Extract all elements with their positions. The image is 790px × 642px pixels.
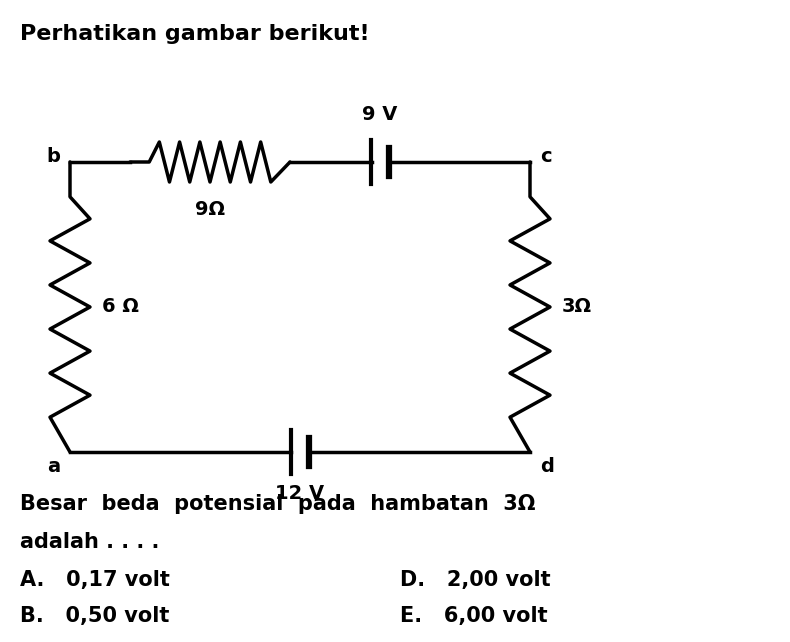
Text: 3Ω: 3Ω xyxy=(562,297,592,317)
Text: E.   6,00 volt: E. 6,00 volt xyxy=(400,606,547,626)
Text: D.   2,00 volt: D. 2,00 volt xyxy=(400,570,551,590)
Text: d: d xyxy=(540,457,554,476)
Text: 9 V: 9 V xyxy=(363,105,397,124)
Text: a: a xyxy=(47,457,60,476)
Text: 6 Ω: 6 Ω xyxy=(102,297,139,317)
Text: c: c xyxy=(540,148,551,166)
Text: B.   0,50 volt: B. 0,50 volt xyxy=(20,606,169,626)
Text: A.   0,17 volt: A. 0,17 volt xyxy=(20,570,170,590)
Text: 9Ω: 9Ω xyxy=(195,200,225,219)
Text: Besar  beda  potensial  pada  hambatan  3Ω: Besar beda potensial pada hambatan 3Ω xyxy=(20,494,536,514)
Text: Perhatikan gambar berikut!: Perhatikan gambar berikut! xyxy=(20,24,370,44)
Text: b: b xyxy=(46,148,60,166)
Text: 12 V: 12 V xyxy=(276,484,325,503)
Text: adalah . . . .: adalah . . . . xyxy=(20,532,160,552)
